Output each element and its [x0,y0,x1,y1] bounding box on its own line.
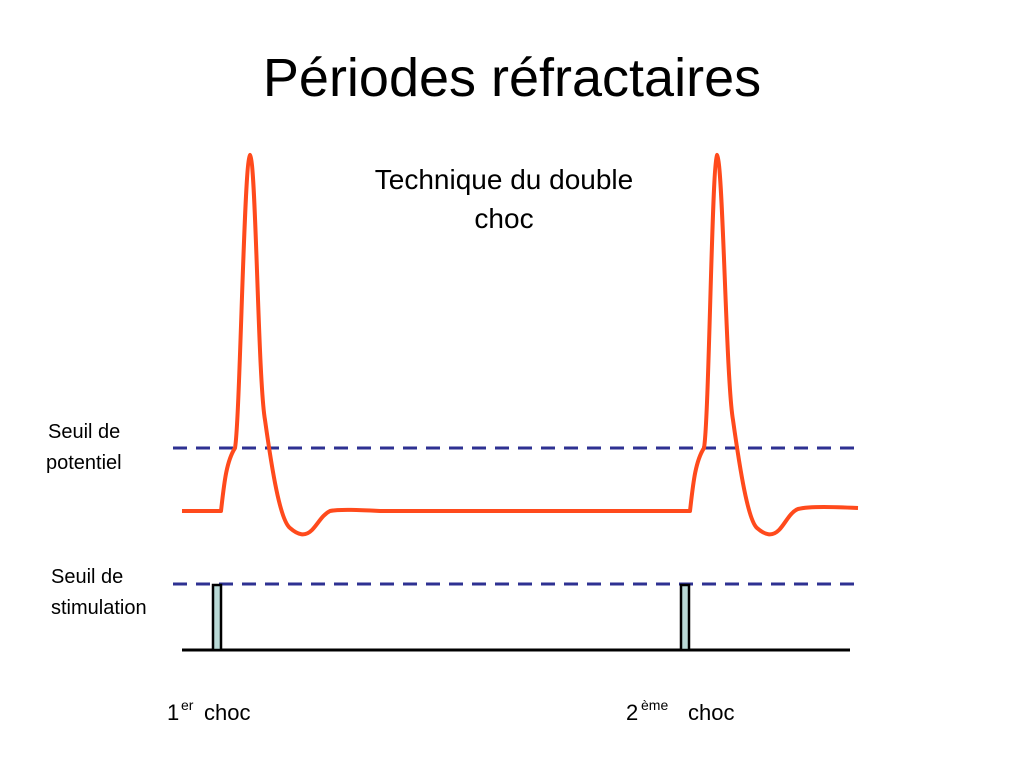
shock-label: choc [688,700,734,725]
label-line: stimulation [51,597,147,619]
label-line: Seuil de [51,566,123,588]
shock-suffix: ème [641,697,668,713]
shock-number: 2 [626,700,638,725]
label-line: Seuil de [48,421,120,443]
subtitle-line: choc [474,203,533,234]
stimulus-pulse [679,583,691,652]
action-potential-curve [182,153,859,537]
label-line: potentiel [46,452,122,474]
shock-label: choc [204,700,250,725]
shock-suffix: er [181,697,194,713]
subtitle-line: Technique du double [375,164,633,195]
title: Périodes réfractaires [263,48,761,108]
shock-number: 1 [167,700,179,725]
stimulus-pulse [211,583,223,652]
